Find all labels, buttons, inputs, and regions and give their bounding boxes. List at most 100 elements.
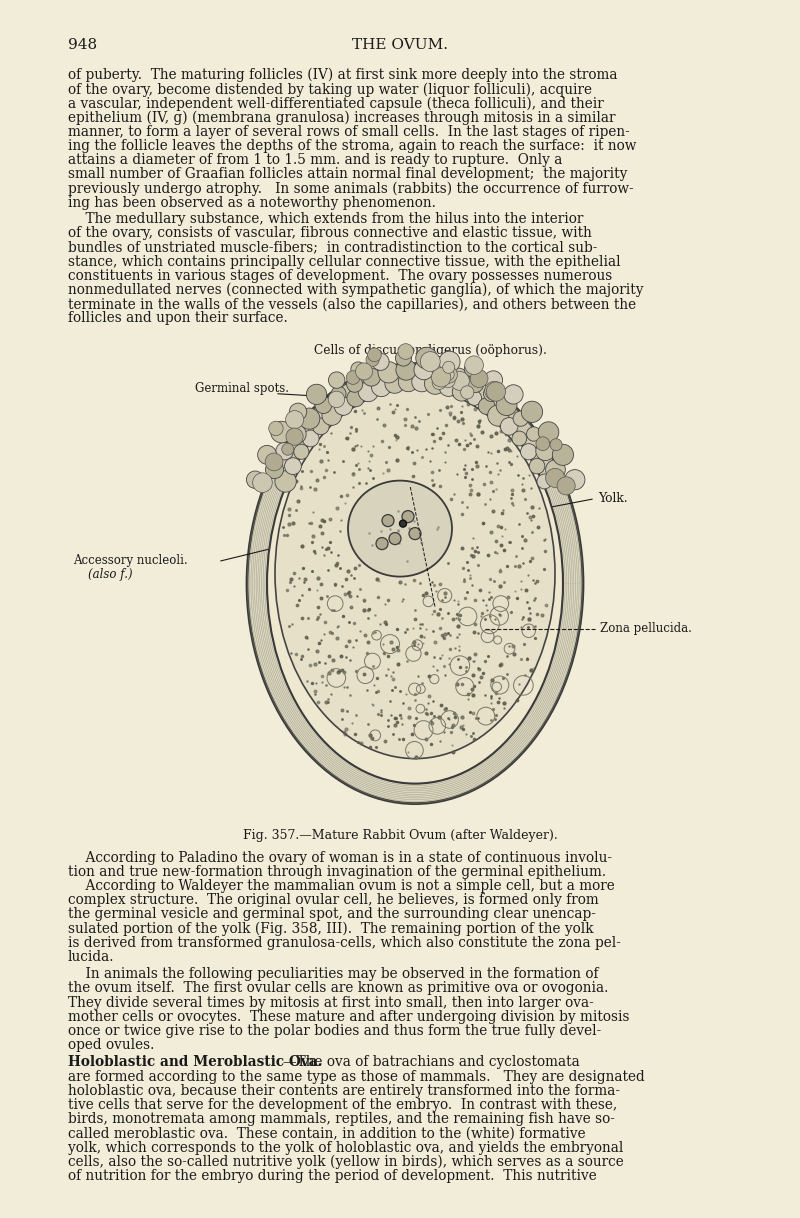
Text: 948: 948 bbox=[68, 38, 97, 52]
Circle shape bbox=[414, 361, 434, 380]
Circle shape bbox=[464, 362, 479, 376]
Circle shape bbox=[269, 421, 283, 436]
Circle shape bbox=[521, 443, 537, 460]
Circle shape bbox=[416, 347, 438, 369]
Circle shape bbox=[450, 371, 470, 391]
Circle shape bbox=[385, 374, 405, 393]
Circle shape bbox=[275, 471, 296, 492]
Circle shape bbox=[351, 362, 366, 376]
Circle shape bbox=[346, 370, 360, 385]
Circle shape bbox=[290, 403, 306, 420]
Text: manner, to form a layer of several rows of small cells.  In the last stages of r: manner, to form a layer of several rows … bbox=[68, 124, 630, 139]
Circle shape bbox=[483, 386, 499, 402]
Text: —The ova of batrachians and cyclostomata: —The ova of batrachians and cyclostomata bbox=[283, 1056, 580, 1069]
Circle shape bbox=[536, 442, 555, 460]
Circle shape bbox=[439, 351, 460, 373]
Text: bundles of unstriated muscle-fibers;  in contradistinction to the cortical sub-: bundles of unstriated muscle-fibers; in … bbox=[68, 240, 598, 255]
Circle shape bbox=[484, 370, 502, 390]
Circle shape bbox=[432, 363, 450, 381]
Text: constituents in various stages of development.  The ovary possesses numerous: constituents in various stages of develo… bbox=[68, 269, 612, 283]
Text: of the ovary, become distended by taking up water (liquor folliculi), acquire: of the ovary, become distended by taking… bbox=[68, 82, 592, 96]
Circle shape bbox=[504, 385, 523, 404]
Text: (also f.): (also f.) bbox=[88, 568, 133, 581]
Circle shape bbox=[253, 473, 272, 492]
Text: According to Paladino the ovary of woman is in a state of continuous involu-: According to Paladino the ovary of woman… bbox=[68, 850, 612, 865]
Circle shape bbox=[546, 469, 565, 487]
Text: of nutrition for the embryo during the period of development.  This nutritive: of nutrition for the embryo during the p… bbox=[68, 1169, 597, 1183]
Circle shape bbox=[488, 404, 509, 426]
Text: stance, which contains principally cellular connective tissue, with the epitheli: stance, which contains principally cellu… bbox=[68, 255, 621, 269]
Text: In animals the following peculiarities may be observed in the formation of: In animals the following peculiarities m… bbox=[68, 967, 598, 982]
Circle shape bbox=[347, 390, 364, 407]
Circle shape bbox=[546, 460, 566, 480]
Circle shape bbox=[432, 375, 446, 390]
Text: the ovum itself.  The first ovular cells are known as primitive ova or ovogonia.: the ovum itself. The first ovular cells … bbox=[68, 982, 608, 995]
Circle shape bbox=[452, 382, 471, 401]
Circle shape bbox=[522, 401, 542, 423]
Text: yolk, which corresponds to the yolk of holoblastic ova, and yields the embryonal: yolk, which corresponds to the yolk of h… bbox=[68, 1140, 623, 1155]
Circle shape bbox=[557, 476, 575, 495]
Circle shape bbox=[276, 442, 294, 460]
Circle shape bbox=[334, 397, 353, 415]
Circle shape bbox=[467, 376, 484, 392]
Circle shape bbox=[485, 381, 504, 401]
Text: epithelium (IV, g) (membrana granulosa) increases through mitosis in a similar: epithelium (IV, g) (membrana granulosa) … bbox=[68, 111, 615, 125]
Text: tive cells that serve for the development of the embryo.  In contrast with these: tive cells that serve for the developmen… bbox=[68, 1097, 618, 1112]
Circle shape bbox=[465, 356, 483, 374]
Circle shape bbox=[358, 381, 378, 402]
Text: a vascular, independent well-differentiated capsule (theca folliculi), and their: a vascular, independent well-differentia… bbox=[68, 96, 604, 111]
Text: ing the follicle leaves the depths of the stroma, again to reach the surface:  i: ing the follicle leaves the depths of th… bbox=[68, 139, 636, 153]
Ellipse shape bbox=[247, 364, 583, 804]
Circle shape bbox=[285, 458, 302, 475]
Circle shape bbox=[461, 386, 474, 400]
Circle shape bbox=[322, 406, 342, 425]
Circle shape bbox=[409, 527, 421, 540]
Circle shape bbox=[550, 438, 562, 451]
Text: complex structure.  The original ovular cell, he believes, is formed only from: complex structure. The original ovular c… bbox=[68, 893, 598, 907]
Text: terminate in the walls of the vessels (also the capillaries), and others between: terminate in the walls of the vessels (a… bbox=[68, 297, 636, 312]
Text: Zona pellucida.: Zona pellucida. bbox=[600, 622, 692, 635]
Circle shape bbox=[442, 368, 454, 380]
Circle shape bbox=[331, 386, 346, 401]
Circle shape bbox=[382, 514, 394, 526]
Circle shape bbox=[470, 370, 488, 387]
Ellipse shape bbox=[348, 481, 452, 576]
Circle shape bbox=[496, 395, 517, 415]
Text: small number of Graafian follicles attain normal final development;  the majorit: small number of Graafian follicles attai… bbox=[68, 167, 627, 181]
Text: They divide several times by mitosis at first into small, then into larger ova-: They divide several times by mitosis at … bbox=[68, 995, 594, 1010]
Text: of puberty.  The maturing follicles (IV) at first sink more deeply into the stro: of puberty. The maturing follicles (IV) … bbox=[68, 68, 618, 83]
Circle shape bbox=[500, 418, 518, 435]
Circle shape bbox=[376, 537, 388, 549]
Circle shape bbox=[420, 352, 440, 371]
Ellipse shape bbox=[267, 384, 563, 783]
Text: the germinal vesicle and germinal spot, and the surrounding clear unencap-: the germinal vesicle and germinal spot, … bbox=[68, 907, 596, 921]
Circle shape bbox=[313, 418, 329, 435]
Text: cells, also the so-called nutritive yolk (yellow in birds), which serves as a so: cells, also the so-called nutritive yolk… bbox=[68, 1155, 624, 1169]
Circle shape bbox=[328, 391, 345, 408]
Text: is derived from transformed granulosa-cells, which also constitute the zona pel-: is derived from transformed granulosa-ce… bbox=[68, 935, 621, 950]
Circle shape bbox=[396, 359, 417, 380]
Circle shape bbox=[537, 474, 552, 488]
Circle shape bbox=[552, 445, 574, 465]
Text: Accessory nucleoli.: Accessory nucleoli. bbox=[73, 554, 188, 566]
Circle shape bbox=[526, 426, 541, 441]
Circle shape bbox=[378, 362, 399, 382]
Text: Yolk.: Yolk. bbox=[598, 492, 628, 505]
Text: holoblastic ova, because their contents are entirely transformed into the forma-: holoblastic ova, because their contents … bbox=[68, 1084, 620, 1097]
Circle shape bbox=[346, 376, 362, 392]
Text: of the ovary, consists of vascular, fibrous connective and elastic tissue, with: of the ovary, consists of vascular, fibr… bbox=[68, 227, 592, 240]
Ellipse shape bbox=[275, 389, 555, 759]
Circle shape bbox=[315, 397, 332, 413]
Text: Holoblastic and Meroblastic Ova.: Holoblastic and Meroblastic Ova. bbox=[68, 1056, 322, 1069]
Circle shape bbox=[286, 428, 303, 446]
Circle shape bbox=[530, 458, 545, 474]
Circle shape bbox=[442, 362, 454, 374]
Text: mother cells or ovocytes.  These mature and after undergoing division by mitosis: mother cells or ovocytes. These mature a… bbox=[68, 1010, 630, 1024]
Text: nonmedullated nerves (connected with sympathetic ganglia), of which the majority: nonmedullated nerves (connected with sym… bbox=[68, 283, 643, 297]
Circle shape bbox=[395, 350, 411, 367]
Text: lucida.: lucida. bbox=[68, 950, 114, 963]
Circle shape bbox=[266, 460, 283, 479]
Circle shape bbox=[246, 471, 264, 488]
Circle shape bbox=[329, 371, 345, 389]
Circle shape bbox=[265, 453, 283, 471]
